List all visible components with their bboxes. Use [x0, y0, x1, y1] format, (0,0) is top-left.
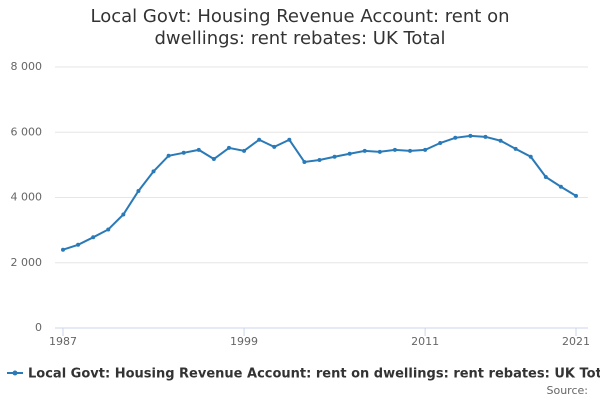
point [151, 169, 156, 174]
point [408, 148, 413, 153]
point [257, 137, 262, 142]
x-tick-label: 2011 [411, 335, 439, 348]
point [528, 154, 533, 159]
point [242, 148, 247, 153]
point [377, 149, 382, 154]
point [136, 188, 141, 193]
legend-marker [12, 370, 18, 376]
chart-title: Local Govt: Housing Revenue Account: ren… [90, 6, 510, 49]
point [574, 193, 578, 198]
point [332, 154, 337, 159]
point [498, 138, 503, 143]
point [362, 148, 367, 153]
point [226, 145, 231, 150]
x-tick-label: 1999 [230, 335, 258, 348]
point [76, 242, 81, 247]
point [196, 147, 201, 152]
y-tick-label: 8 000 [11, 60, 43, 73]
point [468, 133, 473, 138]
point [317, 157, 322, 162]
point [513, 146, 518, 151]
y-tick-label: 0 [35, 321, 42, 334]
point [287, 137, 292, 142]
point [166, 153, 171, 158]
point [392, 147, 397, 152]
point [543, 174, 548, 179]
point [438, 141, 443, 146]
point [558, 184, 563, 189]
x-tick-label: 1987 [49, 335, 77, 348]
point [423, 147, 428, 152]
y-tick-label: 6 000 [11, 125, 43, 138]
legend-label[interactable]: Local Govt: Housing Revenue Account: ren… [28, 367, 600, 382]
source: Source: [547, 384, 589, 397]
point [181, 150, 186, 155]
point [91, 235, 96, 240]
series-line [62, 134, 577, 251]
point [121, 212, 126, 217]
point [453, 135, 458, 140]
y-tick-label: 2 000 [11, 256, 43, 269]
point [347, 151, 352, 156]
point [483, 134, 488, 139]
y-tick-label: 4 000 [11, 191, 43, 204]
point [302, 159, 307, 164]
x-tick-label: 2021 [562, 335, 590, 348]
point [211, 157, 216, 162]
point [106, 227, 111, 232]
point [61, 247, 65, 252]
point [272, 144, 277, 149]
